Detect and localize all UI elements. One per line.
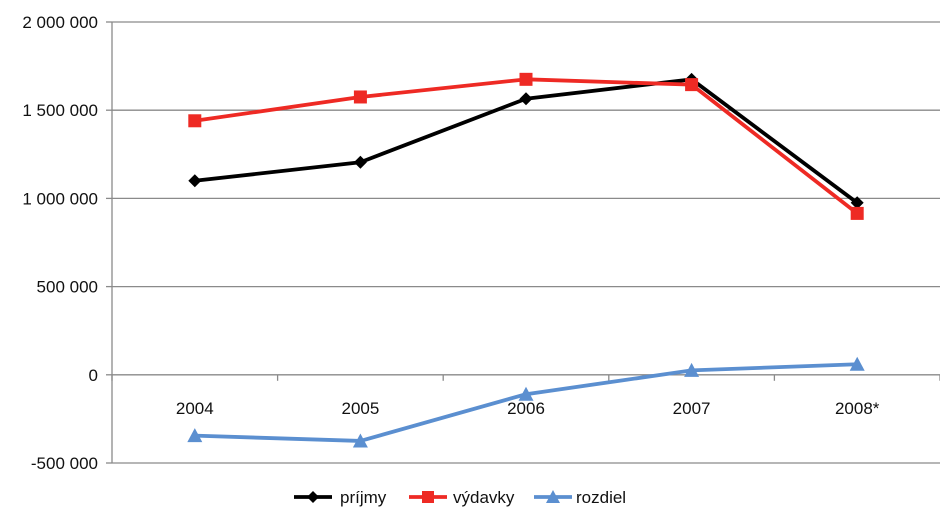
x-tick-label: 2006 [507, 399, 545, 418]
data-point-diamond [188, 174, 202, 188]
legend-label-3: rozdiel [576, 488, 626, 507]
legend-marker-triangle [546, 490, 560, 503]
y-tick-label: 2 000 000 [22, 13, 98, 32]
data-point-triangle [518, 386, 534, 401]
x-axis-labels: 2004 2005 2006 2007 2008* [176, 399, 880, 418]
y-tick-label: 0 [89, 366, 98, 385]
y-tick-label: 1 000 000 [22, 189, 98, 208]
legend-label-1: príjmy [340, 488, 387, 507]
data-point-square [850, 206, 864, 220]
data-point-diamond [353, 155, 367, 169]
legend-label-2: výdavky [453, 488, 515, 507]
legend-marker-square [422, 491, 434, 503]
data-point-square [353, 90, 367, 104]
data-point-square [519, 72, 533, 86]
x-tick-label: 2005 [341, 399, 379, 418]
y-axis-labels: 2 000 000 1 500 000 1 000 000 500 000 0 -500 … [22, 13, 98, 473]
data-point-square [188, 114, 202, 128]
axes [106, 21, 940, 464]
x-tick-label: 2007 [673, 399, 711, 418]
y-tick-label: 500 000 [37, 278, 98, 297]
y-tick-label: -500 000 [31, 454, 98, 473]
series-layer [187, 72, 865, 448]
data-point-square [685, 78, 699, 92]
legend: príjmy výdavky rozdiel [294, 488, 626, 507]
data-point-diamond [519, 92, 533, 106]
legend-marker-diamond [307, 491, 319, 503]
data-point-triangle [187, 428, 203, 443]
data-point-triangle [849, 356, 865, 371]
y-tick-label: 1 500 000 [22, 101, 98, 120]
data-point-triangle [684, 362, 700, 377]
data-point-diamond [850, 196, 864, 210]
gridlines [112, 21, 940, 464]
x-tick-label: 2008* [835, 399, 880, 418]
x-tick-label: 2004 [176, 399, 214, 418]
data-point-triangle [352, 433, 368, 448]
